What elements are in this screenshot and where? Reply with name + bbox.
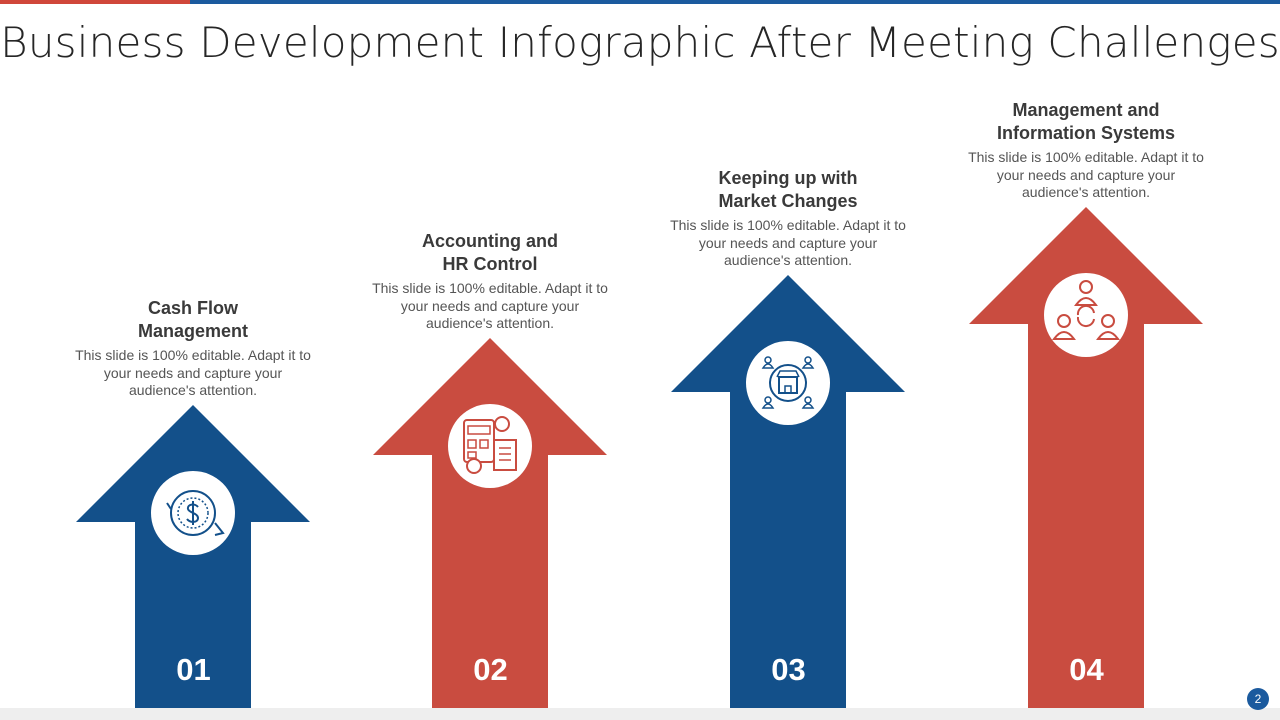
icon-person [804, 356, 812, 364]
icon-person [764, 396, 772, 404]
step-description: This slide is 100% editable. Adapt it to… [372, 280, 608, 331]
step-heading: Cash Flow Management [63, 297, 323, 343]
icon-awning [776, 370, 800, 393]
icon-person [801, 403, 815, 409]
icon-person [1096, 331, 1120, 340]
slide-title: Business Development Infographic After M… [0, 18, 1280, 67]
page-number: 2 [1254, 692, 1262, 706]
top-bar-blue [190, 0, 1280, 4]
icon-person [761, 363, 775, 369]
step-heading: Accounting and HR Control [360, 230, 620, 276]
step-number: 02 [473, 652, 508, 687]
icon-person [1052, 331, 1076, 340]
icon-circle [1044, 273, 1128, 357]
step-heading: Management and Information Systems [956, 99, 1216, 145]
icon-person [801, 363, 815, 369]
icon-coin [466, 458, 482, 474]
step-heading: Keeping up with Market Changes [658, 167, 918, 213]
icon [463, 416, 517, 474]
icon-cycle [1076, 304, 1095, 328]
icon-person [804, 396, 812, 404]
bottom-bar [0, 708, 1280, 720]
icon-circle [746, 341, 830, 425]
icon-keys [467, 425, 491, 459]
icon-ring [170, 490, 216, 536]
step-number: 01 [176, 652, 211, 687]
heading-line: Market Changes [718, 191, 858, 211]
icon-person [761, 403, 775, 409]
arrow [969, 207, 1203, 708]
heading-line: Accounting and [422, 231, 558, 251]
icon-person [1079, 280, 1093, 294]
top-bar-red [0, 0, 190, 4]
heading-line: Keeping up with [718, 168, 858, 188]
heading-line: HR Control [442, 254, 538, 274]
heading-line: Management [137, 321, 249, 341]
icon-document [493, 439, 517, 471]
step-description: This slide is 100% editable. Adapt it to… [75, 347, 311, 398]
icon-coin [494, 416, 510, 432]
heading-line: Cash Flow [147, 298, 238, 318]
arrow [671, 275, 905, 708]
icon [761, 356, 815, 409]
icon [166, 490, 225, 536]
page-badge [1247, 688, 1269, 710]
step-number: 04 [1069, 652, 1104, 687]
icon-arrow [166, 502, 225, 536]
heading-line: Management and [1012, 100, 1160, 120]
icon [1052, 280, 1120, 340]
icon-ring [177, 497, 209, 529]
icon-store [778, 376, 798, 394]
icon-person [1101, 314, 1115, 328]
icon-person [1057, 314, 1071, 328]
heading-line: Information Systems [996, 123, 1176, 143]
arrow [373, 338, 607, 708]
icon-ring [769, 364, 807, 402]
icon-circle [448, 404, 532, 488]
icon-lines [499, 447, 511, 461]
icon-dollar [186, 501, 200, 525]
icon-person [1074, 297, 1098, 306]
step-description: This slide is 100% editable. Adapt it to… [670, 217, 906, 268]
arrow [76, 405, 310, 708]
step-description: This slide is 100% editable. Adapt it to… [968, 149, 1204, 200]
step-number: 03 [771, 652, 806, 687]
icon-person [764, 356, 772, 364]
